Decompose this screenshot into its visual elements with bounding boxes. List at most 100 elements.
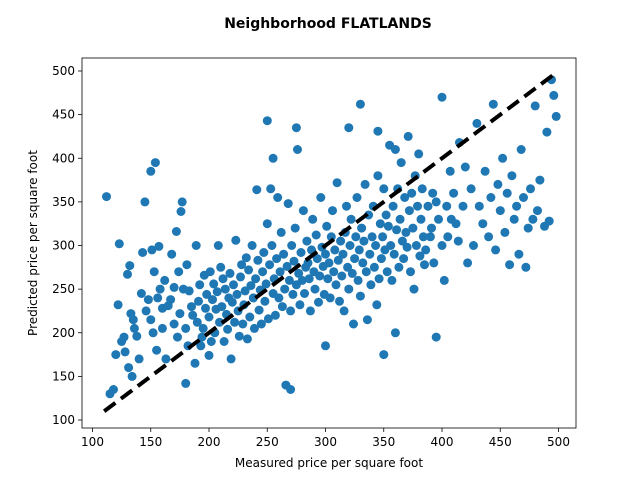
data-point [442, 201, 452, 211]
data-point [387, 275, 397, 285]
data-point [236, 272, 245, 282]
data-point [353, 275, 363, 285]
data-point [218, 274, 228, 284]
data-point [217, 302, 227, 312]
data-point [342, 201, 351, 211]
data-point [523, 223, 533, 233]
data-point [491, 245, 501, 255]
data-point [289, 256, 299, 266]
data-point [113, 300, 123, 310]
data-point [418, 232, 428, 242]
data-point [388, 201, 398, 211]
data-point [241, 253, 251, 263]
data-point [188, 310, 198, 320]
data-point [330, 245, 340, 255]
data-point [123, 269, 132, 279]
data-point [205, 267, 215, 277]
data-point [439, 275, 449, 285]
data-point [389, 249, 399, 259]
y-tick-label: 300 [52, 239, 75, 253]
data-point [333, 255, 343, 265]
data-point [259, 248, 269, 257]
data-point [229, 280, 238, 290]
data-point [421, 245, 431, 255]
data-point [109, 385, 118, 394]
data-point [265, 260, 275, 270]
x-tick-label: 400 [431, 435, 454, 449]
data-point [352, 193, 362, 202]
data-point [350, 254, 360, 264]
data-point [266, 184, 276, 194]
data-point [345, 241, 355, 250]
data-point [138, 248, 148, 257]
x-tick-label: 300 [314, 435, 337, 449]
data-point [160, 275, 170, 285]
data-point [146, 315, 156, 325]
data-point [249, 323, 259, 333]
data-point [147, 245, 157, 255]
data-point [176, 207, 186, 216]
data-point [519, 193, 528, 202]
data-point [171, 227, 181, 236]
data-point [395, 214, 405, 224]
data-point [169, 282, 179, 292]
data-point [197, 332, 207, 342]
data-point [173, 332, 182, 342]
data-point [420, 260, 429, 270]
data-point [463, 258, 473, 268]
data-point [460, 162, 470, 172]
data-point [213, 241, 223, 250]
data-point [322, 221, 332, 231]
x-tick-label: 200 [198, 435, 221, 449]
data-point [369, 262, 379, 272]
data-point [357, 223, 367, 233]
data-point [480, 166, 490, 176]
data-point [445, 166, 455, 176]
data-point [371, 241, 381, 250]
data-point [143, 295, 153, 305]
data-point [234, 331, 244, 341]
data-point [182, 260, 192, 270]
data-point [349, 319, 358, 329]
data-point [206, 337, 216, 346]
data-point [141, 306, 151, 316]
data-point [244, 265, 254, 275]
data-point [191, 241, 201, 250]
data-point [201, 303, 210, 313]
data-point [358, 258, 368, 268]
data-point [245, 312, 255, 322]
data-point [469, 241, 478, 250]
data-point [400, 193, 410, 202]
data-point [132, 331, 142, 341]
data-point [362, 315, 372, 325]
data-point [390, 328, 400, 338]
data-point [402, 242, 412, 252]
data-point [293, 145, 302, 154]
data-point [328, 206, 337, 216]
data-point [238, 319, 248, 329]
data-point [331, 280, 341, 290]
data-point [528, 214, 538, 224]
data-point [397, 236, 407, 246]
data-point [505, 260, 515, 270]
data-point [484, 232, 494, 242]
y-tick-label: 500 [52, 64, 75, 78]
data-points [102, 75, 561, 399]
data-point [288, 289, 298, 299]
data-point [509, 214, 519, 224]
y-tick-label: 400 [52, 151, 75, 165]
data-point [184, 286, 194, 296]
data-point [119, 332, 129, 342]
data-point [290, 223, 300, 233]
data-point [542, 127, 552, 137]
data-point [114, 239, 124, 249]
y-tick-label: 200 [52, 326, 75, 340]
data-point [274, 293, 284, 303]
data-point [267, 241, 277, 250]
data-point [315, 271, 325, 281]
data-point [125, 261, 135, 271]
data-point [260, 296, 270, 306]
data-point [535, 175, 545, 185]
data-point [495, 206, 505, 216]
data-point [366, 280, 376, 290]
